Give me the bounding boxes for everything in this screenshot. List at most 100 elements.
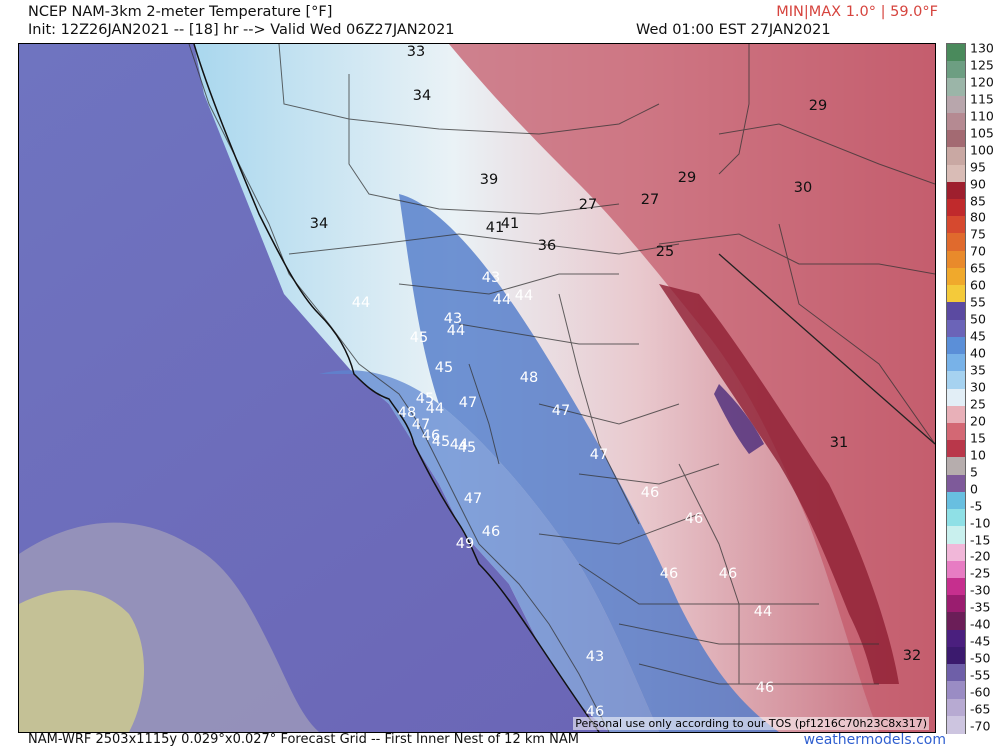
color-scale-cell bbox=[947, 560, 965, 579]
temperature-label: 43 bbox=[585, 649, 605, 665]
color-scale-cell bbox=[947, 95, 965, 114]
temperature-label: 44 bbox=[753, 604, 773, 620]
color-scale-tick: 80 bbox=[970, 209, 986, 225]
color-scale-cell bbox=[947, 629, 965, 648]
color-scale-cell bbox=[947, 285, 965, 303]
temperature-label: 46 bbox=[421, 428, 441, 444]
color-scale-tick: 85 bbox=[970, 193, 986, 209]
temperature-label: 48 bbox=[397, 405, 417, 421]
temperature-label: 34 bbox=[309, 216, 329, 232]
temperature-label: 44 bbox=[446, 323, 466, 339]
color-scale-tick: 105 bbox=[970, 125, 994, 141]
valid-local-time: Wed 01:00 EST 27JAN2021 bbox=[636, 22, 831, 38]
color-scale-tick: 45 bbox=[970, 328, 986, 344]
color-scale-tick: 90 bbox=[970, 176, 986, 192]
temperature-label: 27 bbox=[640, 192, 660, 208]
color-scale-tick: -30 bbox=[970, 582, 991, 598]
color-scale-tick: -60 bbox=[970, 684, 991, 700]
state-border-line bbox=[718, 253, 935, 445]
temperature-label: 47 bbox=[458, 395, 478, 411]
color-scale-cell bbox=[947, 577, 965, 596]
brand-link[interactable]: weathermodels.com bbox=[803, 732, 946, 748]
color-scale-cell bbox=[947, 302, 965, 321]
central-valley-cool-band bbox=[319, 370, 659, 732]
temperature-label: 29 bbox=[677, 170, 697, 186]
temperature-label: 30 bbox=[793, 180, 813, 196]
color-scale-cell bbox=[947, 371, 965, 390]
temperature-label: 46 bbox=[659, 566, 679, 582]
temperature-map[interactable]: 33 34 29 39 34 30 27 27 29 41 41 36 25 43 44 44 44 43 44 45… bbox=[18, 43, 936, 733]
color-scale-tick: 20 bbox=[970, 413, 986, 429]
temperature-label: 46 bbox=[684, 511, 704, 527]
color-scale-tick: 40 bbox=[970, 345, 986, 361]
color-scale-tick: 65 bbox=[970, 260, 986, 276]
color-scale-tick: 95 bbox=[970, 159, 986, 175]
color-scale-tick: -70 bbox=[970, 718, 991, 734]
color-scale-tick: 35 bbox=[970, 362, 986, 378]
color-scale-tick: -45 bbox=[970, 633, 991, 649]
color-scale-cell bbox=[947, 698, 965, 717]
color-scale-tick: 5 bbox=[970, 464, 978, 480]
color-scale-tick: -20 bbox=[970, 548, 991, 564]
sierra-crest-shading bbox=[659, 284, 899, 684]
color-scale-tick: 120 bbox=[970, 74, 994, 90]
map-title: NCEP NAM-3km 2-meter Temperature [°F] bbox=[28, 4, 333, 20]
color-scale-cell bbox=[947, 267, 965, 286]
color-scale-cell bbox=[947, 354, 965, 372]
color-scale-cell bbox=[947, 388, 965, 407]
temperature-label: 45 bbox=[415, 391, 435, 407]
map-canvas bbox=[19, 44, 935, 732]
color-scale-tick: -35 bbox=[970, 599, 991, 615]
color-scale-cell bbox=[947, 147, 965, 166]
color-scale-cell bbox=[947, 78, 965, 97]
color-scale-cell bbox=[947, 319, 965, 338]
temperature-label: 45 bbox=[457, 440, 477, 456]
temperature-label: 25 bbox=[655, 244, 675, 260]
temperature-label: 32 bbox=[902, 648, 922, 664]
temperature-label: 45 bbox=[409, 330, 429, 346]
county-borders bbox=[188, 44, 935, 732]
color-scale-cell bbox=[947, 646, 965, 665]
color-scale-cell bbox=[947, 715, 965, 734]
color-scale-cell bbox=[947, 509, 965, 527]
color-scale-cell bbox=[947, 44, 965, 62]
color-scale-tick: 125 bbox=[970, 57, 994, 73]
color-scale-cell bbox=[947, 681, 965, 700]
temperature-label: 41 bbox=[500, 216, 520, 232]
temperature-label: 44 bbox=[449, 437, 469, 453]
temperature-label: 47 bbox=[463, 491, 483, 507]
temperature-label: 49 bbox=[455, 536, 475, 552]
color-scale-cell bbox=[947, 216, 965, 235]
temperature-label: 48 bbox=[519, 370, 539, 386]
valley-floor-shading bbox=[399, 194, 779, 732]
temperature-label: 44 bbox=[425, 401, 445, 417]
color-scale-tick: -55 bbox=[970, 667, 991, 683]
coastline bbox=[193, 44, 600, 732]
color-scale-cell bbox=[947, 112, 965, 131]
color-scale-tick: 110 bbox=[970, 108, 994, 124]
color-scale-cell bbox=[947, 164, 965, 183]
color-scale-cell bbox=[947, 440, 965, 458]
temperature-label: 47 bbox=[589, 447, 609, 463]
color-scale-cell bbox=[947, 61, 965, 80]
color-scale-cell bbox=[947, 130, 965, 148]
temperature-label: 46 bbox=[755, 680, 775, 696]
temperature-label: 44 bbox=[492, 292, 512, 308]
temperature-label: 47 bbox=[551, 403, 571, 419]
color-scale-cell bbox=[947, 422, 965, 441]
tos-notice: Personal use only according to our TOS (… bbox=[573, 717, 929, 730]
color-scale-cell bbox=[947, 474, 965, 493]
temperature-label: 27 bbox=[578, 197, 598, 213]
color-scale-tick: 75 bbox=[970, 226, 986, 242]
color-scale-tick: 0 bbox=[970, 481, 978, 497]
color-scale-tick: 70 bbox=[970, 243, 986, 259]
color-scale-cell bbox=[947, 491, 965, 510]
color-scale-cell bbox=[947, 595, 965, 613]
grid-info: NAM-WRF 2503x1115y 0.029°x0.027° Forecas… bbox=[28, 732, 580, 747]
temperature-label: 41 bbox=[485, 220, 505, 236]
color-scale-tick: 10 bbox=[970, 447, 986, 463]
color-scale-cell bbox=[947, 405, 965, 424]
color-scale-cell bbox=[947, 336, 965, 355]
color-scale-tick: 60 bbox=[970, 277, 986, 293]
temperature-label: 45 bbox=[434, 360, 454, 376]
